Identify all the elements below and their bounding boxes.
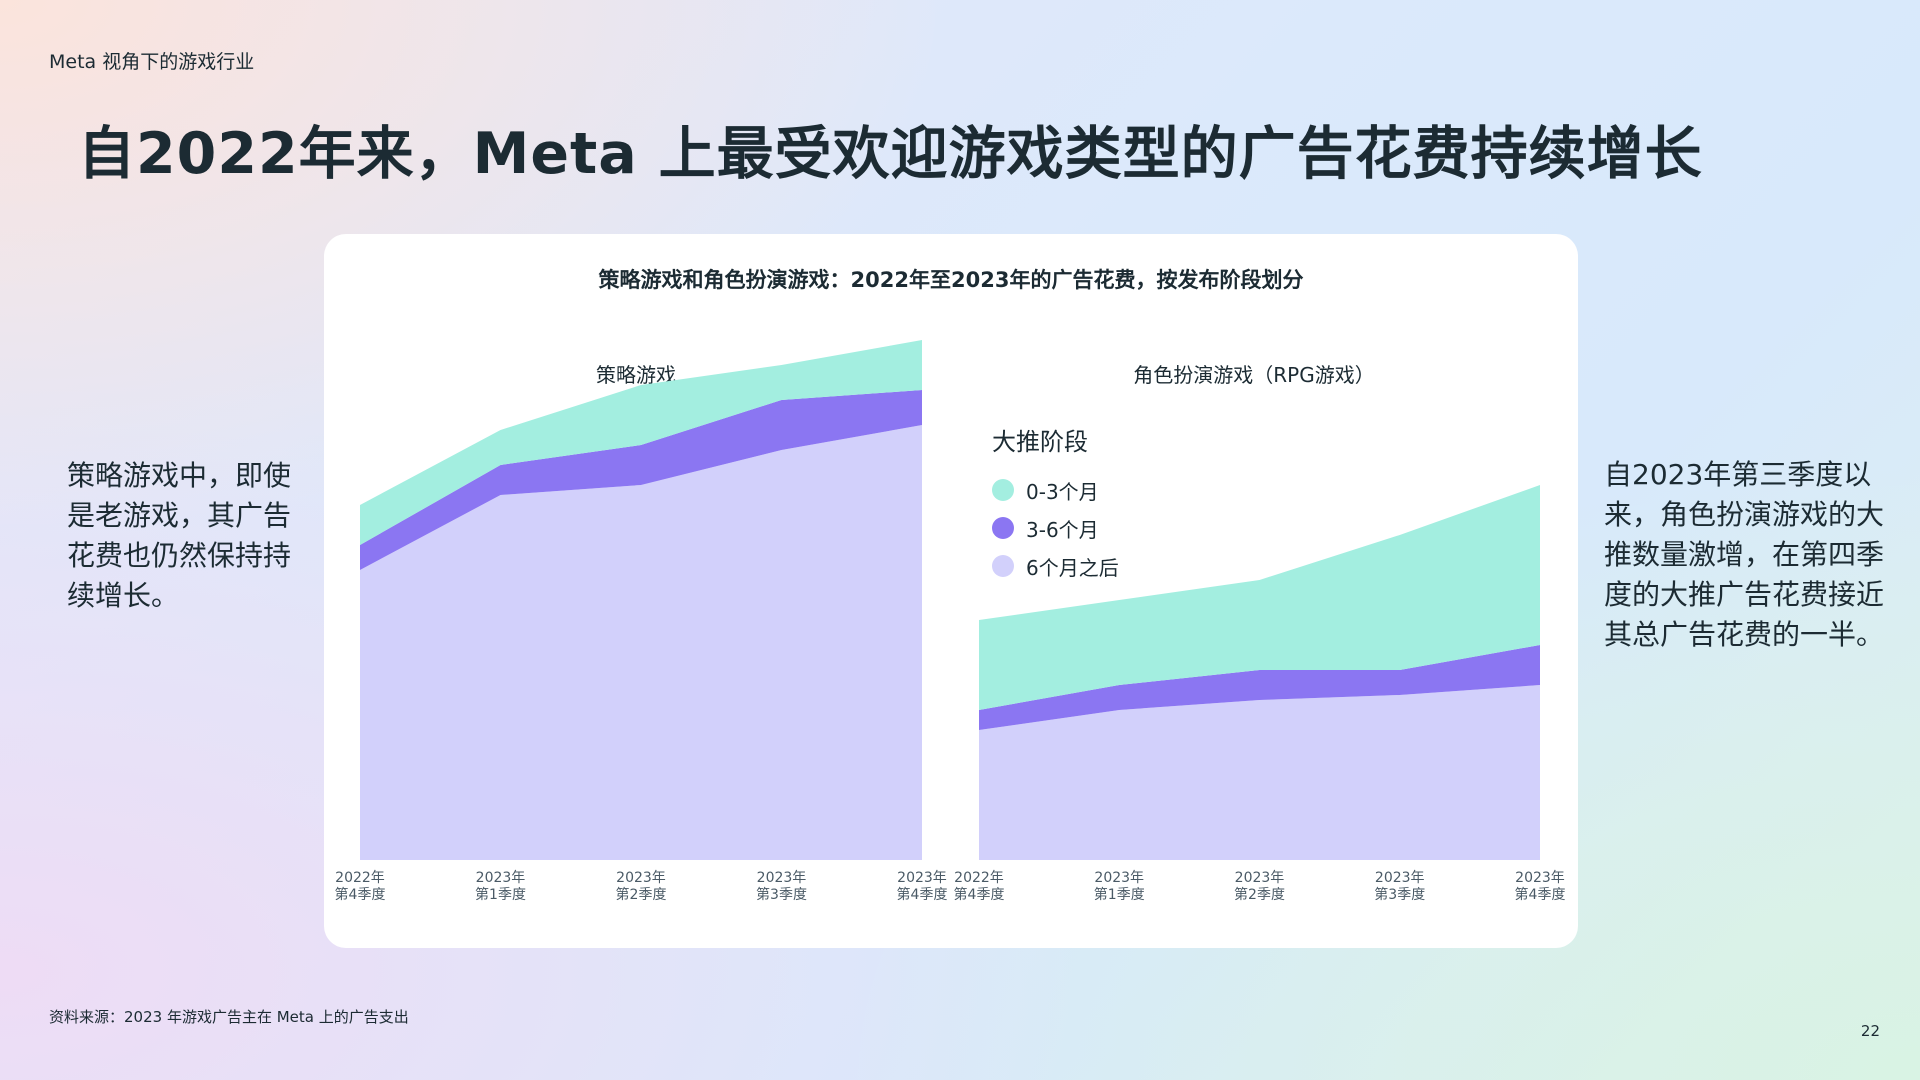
x-tick-label-p0-2: 2023年第2季度 [616,870,667,903]
area-series-p1-s2 [979,485,1540,710]
right-annotation: 自2023年第三季度以来，角色扮演游戏的大推数量激增，在第四季度的大推广告花费接… [1604,458,1885,651]
legend-label-mid: 3-6个月 [1026,517,1099,542]
area-chart-svg: 2022年第4季度 2023年第1季度 2023年第2季度 2023年第3季度 2023… [335,340,1566,903]
chart-title: 策略游戏和角色扮演游戏：2022年至2023年的广告花费，按发布阶段划分 [598,268,1304,292]
legend-label-late: 6个月之后 [1026,555,1119,580]
legend-label-early: 0-3个月 [1026,479,1099,504]
area-series-p0-s1 [360,390,922,570]
source-note: 资料来源：2023 年游戏广告主在 Meta 上的广告支出 [49,1008,409,1026]
legend-swatch-late [992,555,1014,577]
legend: 大推阶段 0-3个月 3-6个月 6个月之后 [992,422,1119,585]
x-tick-label-p1-3: 2023年第3季度 [1374,870,1425,903]
x-tick-label-p1-2: 2023年第2季度 [1234,870,1285,903]
area-series-p1-s1 [979,645,1540,730]
legend-title: 大推阶段 [992,428,1088,456]
legend-swatch-mid [992,517,1014,539]
page-number: 22 [1860,1022,1880,1040]
area-series-p0-s0 [360,425,922,860]
x-tick-label-p0-3: 2023年第3季度 [756,870,807,903]
x-tick-label-p0-4: 2023年第4季度 [897,870,948,903]
x-tick-label-p1-1: 2023年第1季度 [1094,870,1145,903]
x-tick-label-p1-0: 2022年第4季度 [954,870,1005,903]
legend-swatch-early [992,479,1014,501]
x-tick-label-p1-4: 2023年第4季度 [1515,870,1566,903]
legend-item-late: 6个月之后 [992,547,1119,585]
x-tick-label-p0-1: 2023年第1季度 [475,870,526,903]
area-series-p1-s0 [979,685,1540,860]
area-series-p0-s2 [360,340,922,545]
eyebrow-label: Meta 视角下的游戏行业 [49,51,255,73]
panel-title-rpg: 角色扮演游戏（RPG游戏） [1133,363,1375,387]
x-tick-label-p0-0: 2022年第4季度 [335,870,386,903]
page-headline: 自2022年来，Meta 上最受欢迎游戏类型的广告花费持续增长 [78,121,1703,187]
chart-card: 策略游戏和角色扮演游戏：2022年至2023年的广告花费，按发布阶段划分 策略游… [324,234,1578,948]
left-annotation: 策略游戏中，即使是老游戏，其广告花费也仍然保持持续增长。 [67,459,292,612]
legend-item-early: 0-3个月 [992,471,1119,509]
legend-item-mid: 3-6个月 [992,509,1119,547]
